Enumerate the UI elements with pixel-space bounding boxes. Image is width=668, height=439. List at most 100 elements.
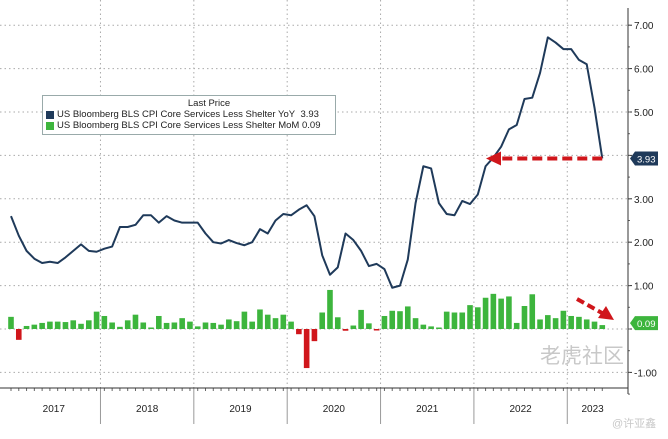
mom-bar xyxy=(568,315,574,329)
last-value-tag-mom: 0.09 xyxy=(637,319,656,330)
mom-bar xyxy=(583,319,590,329)
x-tick-label: 2019 xyxy=(229,404,252,415)
y-tick-label: 1.00 xyxy=(634,282,654,293)
y-tick-label: -1.00 xyxy=(634,368,657,379)
mom-bar xyxy=(296,329,302,335)
mom-bar xyxy=(187,321,193,329)
legend-item-mom: US Bloomberg BLS CPI Core Services Less … xyxy=(43,120,335,131)
mom-bar xyxy=(327,289,333,329)
mom-bar xyxy=(529,294,536,329)
mom-bar xyxy=(451,312,458,329)
mom-bar xyxy=(241,311,248,329)
mom-bar xyxy=(303,329,310,369)
mom-bar xyxy=(101,315,108,329)
mom-bar xyxy=(226,319,232,329)
mom-bar xyxy=(15,329,22,340)
mom-bar xyxy=(482,297,489,329)
mom-bar xyxy=(467,305,473,329)
mom-bar xyxy=(521,305,528,329)
x-tick-label: 2020 xyxy=(323,404,346,415)
mom-bar xyxy=(436,327,442,329)
mom-bar xyxy=(202,322,209,329)
mom-bar xyxy=(47,321,53,329)
y-tick-label: 5.00 xyxy=(634,108,654,119)
legend-item-yoy: US Bloomberg BLS CPI Core Services Less … xyxy=(43,109,335,120)
mom-bar xyxy=(311,329,318,342)
mom-bar xyxy=(498,298,504,329)
mom-bar xyxy=(381,315,388,329)
mom-bar xyxy=(257,309,263,329)
mom-bar xyxy=(39,322,45,329)
mom-bar xyxy=(420,324,427,329)
mom-bar xyxy=(249,321,255,329)
mom-bar xyxy=(459,312,466,329)
mom-bar xyxy=(389,310,396,329)
mom-bar xyxy=(280,314,287,329)
mom-bar xyxy=(576,316,582,329)
legend-label-mom: US Bloomberg BLS CPI Core Services Less … xyxy=(57,120,300,131)
last-value-tag-yoy: 3.93 xyxy=(637,154,656,165)
mom-bar xyxy=(358,309,364,329)
mom-bar xyxy=(109,322,115,329)
mom-bar xyxy=(132,314,139,329)
annotation-arrow-mom xyxy=(576,297,603,315)
mom-bar xyxy=(288,321,294,329)
mom-bar xyxy=(93,311,100,329)
legend: Last Price US Bloomberg BLS CPI Core Ser… xyxy=(42,95,336,135)
mom-bar xyxy=(412,318,419,329)
y-tick-label: 7.00 xyxy=(634,21,654,32)
y-tick-label: 3.00 xyxy=(634,195,654,206)
mom-bar xyxy=(599,325,606,329)
mom-bar xyxy=(319,312,325,329)
mom-bar xyxy=(342,329,349,331)
mom-bar xyxy=(140,322,147,329)
x-tick-label: 2018 xyxy=(136,404,159,415)
mom-bar xyxy=(23,325,30,329)
mom-bar xyxy=(506,296,512,329)
x-tick-label: 2021 xyxy=(416,404,439,415)
x-tick-label: 2023 xyxy=(582,404,605,415)
mom-bar xyxy=(31,324,38,329)
mom-bar xyxy=(334,317,341,329)
yoy-line xyxy=(10,36,604,289)
mom-bar xyxy=(404,306,411,329)
last-value-tag-mom-bg xyxy=(630,316,658,331)
mom-bar xyxy=(171,322,178,329)
legend-label-yoy: US Bloomberg BLS CPI Core Services Less … xyxy=(57,109,296,120)
legend-swatch-mom xyxy=(46,121,54,130)
y-tick-label: 6.00 xyxy=(634,65,654,76)
mom-bar xyxy=(163,322,170,329)
mom-bar xyxy=(475,307,481,329)
mom-bar xyxy=(272,318,279,329)
mom-bar xyxy=(397,311,403,329)
mom-bar xyxy=(537,319,543,329)
mom-bar xyxy=(148,327,154,329)
mom-bar xyxy=(545,315,551,329)
mom-bar xyxy=(350,325,357,329)
mom-bar xyxy=(156,315,162,329)
mom-bar xyxy=(591,321,598,329)
mom-bar xyxy=(86,320,92,329)
mom-bar xyxy=(70,320,77,329)
watermark-author: @许亚鑫 xyxy=(612,418,657,430)
mom-bar xyxy=(78,323,84,329)
mom-bar xyxy=(210,322,217,329)
legend-swatch-yoy xyxy=(46,110,54,119)
y-tick-label: 2.00 xyxy=(634,238,654,249)
annotation-arrowhead-mom xyxy=(598,306,614,320)
last-value-tag-yoy-bg xyxy=(630,151,658,166)
legend-value-yoy: 3.93 xyxy=(300,109,319,120)
mom-bar xyxy=(443,311,450,329)
mom-bar xyxy=(264,314,271,329)
watermark-site: 老虎社区 xyxy=(540,345,624,368)
mom-bar xyxy=(124,320,131,329)
x-tick-label: 2022 xyxy=(509,404,532,415)
mom-bar xyxy=(194,326,201,329)
mom-bar xyxy=(179,318,185,329)
legend-value-mom: 0.09 xyxy=(301,120,321,131)
mom-bar xyxy=(233,321,240,329)
mom-bar xyxy=(428,326,434,329)
mom-bar xyxy=(552,318,559,329)
